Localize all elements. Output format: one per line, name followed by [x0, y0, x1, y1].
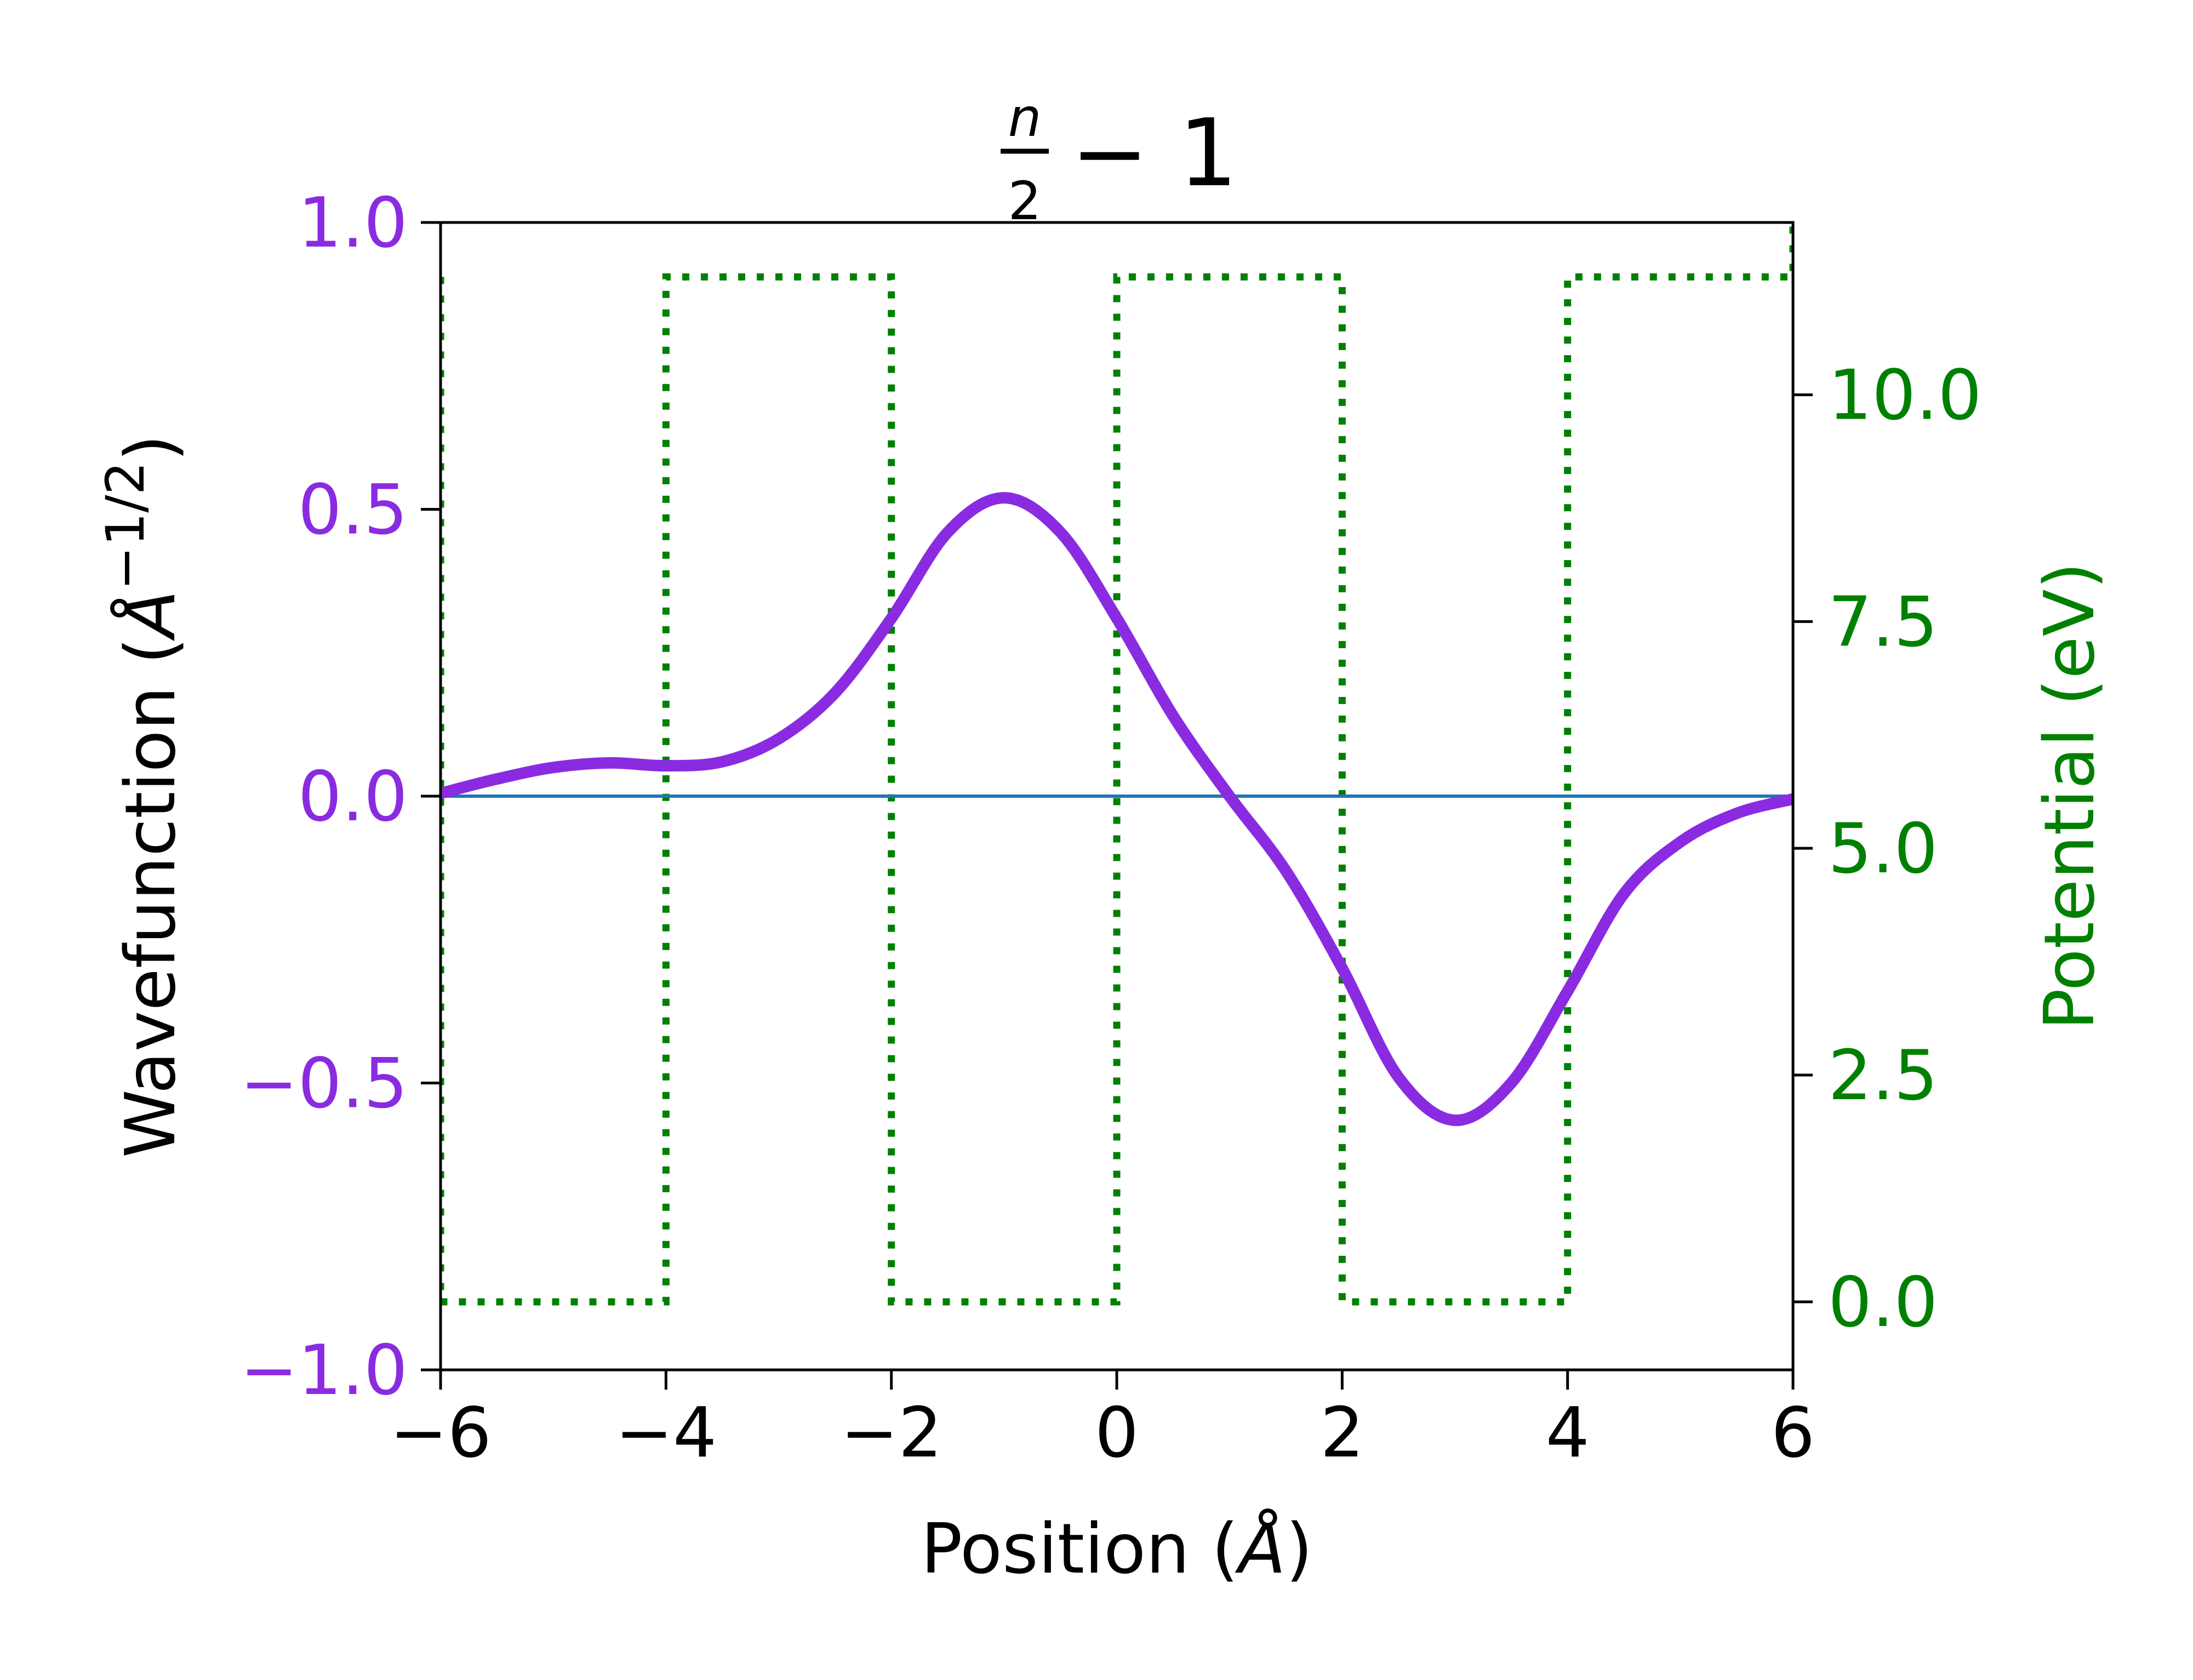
- x-axis-ticks: −6 −4 −2 0 2 4 6: [390, 1370, 1815, 1473]
- y-right-axis-label: Potential (eV): [2029, 562, 2110, 1030]
- x-axis-label-pre: Position (: [921, 1508, 1238, 1589]
- y-left-axis-ticks: −1.0 −0.5 0.0 0.5 1.0: [240, 182, 441, 1410]
- x-axis-label-post: ): [1286, 1508, 1312, 1589]
- x-tick-label: 0: [1095, 1392, 1139, 1473]
- x-tick-label: −4: [615, 1392, 717, 1473]
- x-axis-label-symbol: Å: [1235, 1508, 1286, 1589]
- y-left-axis-label-exponent: −1/2: [95, 461, 156, 590]
- x-tick-label: −6: [390, 1392, 492, 1473]
- x-tick-label: 6: [1771, 1392, 1815, 1473]
- chart-title: n 2 − 1: [1001, 87, 1238, 232]
- y-right-tick-label: 0.0: [1828, 1262, 1938, 1342]
- y-right-tick-label: 5.0: [1828, 808, 1938, 889]
- y-left-axis-label-post: ): [110, 435, 191, 461]
- y-left-axis-label: Wavefunction (Å−1/2): [95, 435, 191, 1158]
- title-numerator: n: [1008, 87, 1042, 148]
- series-line-potential: [441, 222, 1793, 1306]
- y-right-tick-label: 7.5: [1828, 581, 1938, 662]
- x-axis-label: Position (Å): [921, 1508, 1312, 1589]
- x-tick-label: 4: [1546, 1392, 1590, 1473]
- y-left-tick-label: 1.0: [298, 182, 408, 263]
- x-tick-label: −2: [841, 1392, 943, 1473]
- x-tick-label: 2: [1320, 1392, 1364, 1473]
- y-right-tick-label: 2.5: [1828, 1035, 1938, 1116]
- title-rest: − 1: [1071, 99, 1238, 208]
- y-left-axis-label-pre: Wavefunction (: [110, 637, 191, 1158]
- y-left-tick-label: −1.0: [240, 1330, 408, 1410]
- y-left-tick-label: 0.5: [298, 470, 408, 550]
- plot-area: [441, 222, 1793, 1306]
- y-left-axis-label-symbol: Å: [110, 590, 191, 641]
- y-left-tick-label: −0.5: [240, 1043, 408, 1124]
- y-right-axis-ticks: 0.0 2.5 5.0 7.5 10.0: [1793, 355, 1982, 1342]
- series-line-wavefunction: [441, 492, 1793, 1127]
- y-right-tick-label: 10.0: [1828, 355, 1982, 436]
- y-left-tick-label: 0.0: [298, 756, 408, 837]
